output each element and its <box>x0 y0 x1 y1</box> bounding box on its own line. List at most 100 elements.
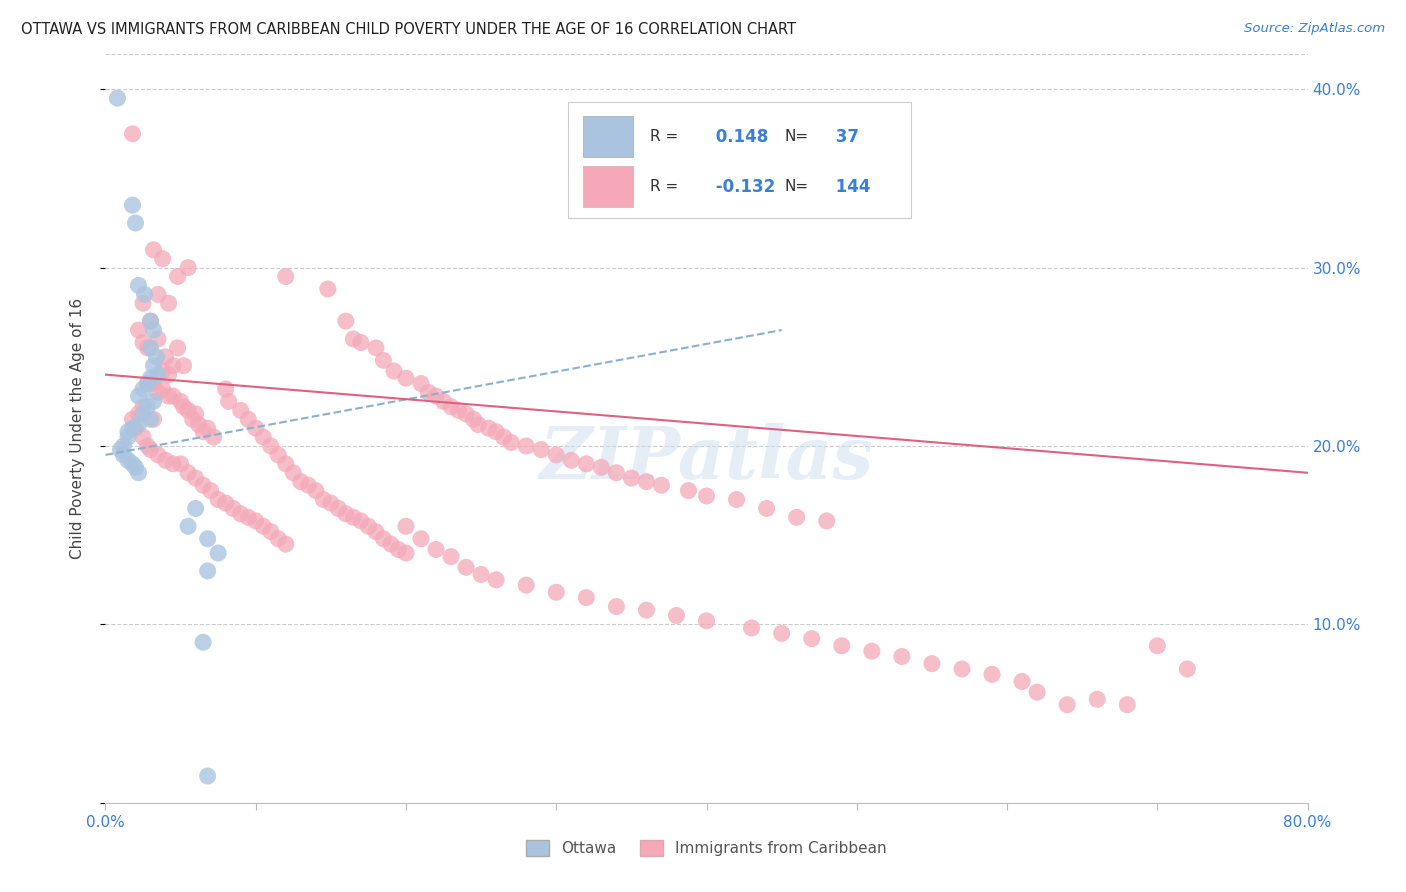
Point <box>132 335 155 350</box>
Point <box>139 412 162 426</box>
Point <box>157 296 180 310</box>
Point <box>184 471 207 485</box>
Point <box>350 514 373 528</box>
Point <box>342 510 364 524</box>
Point <box>463 412 485 426</box>
Point <box>316 282 339 296</box>
Point <box>342 332 364 346</box>
Point <box>364 524 387 539</box>
Point <box>162 389 184 403</box>
Text: -0.132: -0.132 <box>710 178 775 196</box>
Point <box>136 376 159 391</box>
Point <box>395 371 418 385</box>
Point <box>128 417 150 432</box>
Point <box>169 394 191 409</box>
Point <box>770 626 793 640</box>
Point <box>515 578 537 592</box>
Point <box>501 435 523 450</box>
Point <box>305 483 328 498</box>
Point <box>110 442 132 457</box>
Point <box>515 439 537 453</box>
Point <box>274 269 297 284</box>
Point <box>335 314 357 328</box>
Point <box>169 457 191 471</box>
Point <box>107 91 129 105</box>
Point <box>191 478 214 492</box>
Point <box>142 394 165 409</box>
Text: R =: R = <box>650 129 678 145</box>
Point <box>950 662 973 676</box>
Point <box>274 457 297 471</box>
Point <box>191 635 214 649</box>
Point <box>252 430 274 444</box>
Point <box>665 608 688 623</box>
Point <box>214 382 236 396</box>
FancyBboxPatch shape <box>582 116 633 157</box>
Point <box>121 198 143 212</box>
Point <box>245 514 267 528</box>
Point <box>146 332 169 346</box>
Point <box>229 403 252 417</box>
Point <box>312 492 335 507</box>
Point <box>112 448 135 462</box>
Point <box>274 537 297 551</box>
Point <box>152 364 174 378</box>
Point <box>454 407 477 421</box>
Point <box>139 314 162 328</box>
Point <box>650 478 672 492</box>
Point <box>157 389 180 403</box>
Point <box>132 382 155 396</box>
Point <box>620 471 643 485</box>
Point <box>117 453 139 467</box>
Point <box>636 475 658 489</box>
Point <box>157 368 180 382</box>
Point <box>696 614 718 628</box>
Point <box>546 448 568 462</box>
Point <box>440 549 463 564</box>
Point <box>112 439 135 453</box>
Point <box>155 453 177 467</box>
Point <box>492 430 515 444</box>
Point <box>177 519 200 533</box>
Point <box>173 400 195 414</box>
FancyBboxPatch shape <box>582 166 633 207</box>
Point <box>290 475 312 489</box>
Point <box>134 287 156 301</box>
Text: R =: R = <box>650 179 678 194</box>
Point <box>485 573 508 587</box>
Point <box>1175 662 1198 676</box>
Point <box>184 501 207 516</box>
Point <box>146 287 169 301</box>
Point <box>222 501 245 516</box>
Point <box>467 417 489 432</box>
Point <box>173 359 195 373</box>
Point <box>328 501 350 516</box>
Point <box>454 560 477 574</box>
Point <box>1011 674 1033 689</box>
Point <box>136 341 159 355</box>
Point <box>831 639 853 653</box>
Point <box>815 514 838 528</box>
Point <box>124 421 146 435</box>
Point <box>725 492 748 507</box>
Point <box>800 632 823 646</box>
Point <box>364 341 387 355</box>
Point <box>136 376 159 391</box>
Point <box>447 403 470 417</box>
Point <box>191 425 214 439</box>
Point <box>132 400 155 414</box>
Point <box>678 483 700 498</box>
Point <box>575 457 598 471</box>
Point <box>380 537 402 551</box>
Text: 0.148: 0.148 <box>710 128 768 145</box>
Point <box>177 403 200 417</box>
Point <box>132 407 155 421</box>
Point <box>121 457 143 471</box>
Point <box>890 649 912 664</box>
Point <box>425 389 447 403</box>
Point <box>132 430 155 444</box>
Point <box>152 252 174 266</box>
Point <box>128 278 150 293</box>
Point <box>128 323 150 337</box>
Point <box>124 460 146 475</box>
